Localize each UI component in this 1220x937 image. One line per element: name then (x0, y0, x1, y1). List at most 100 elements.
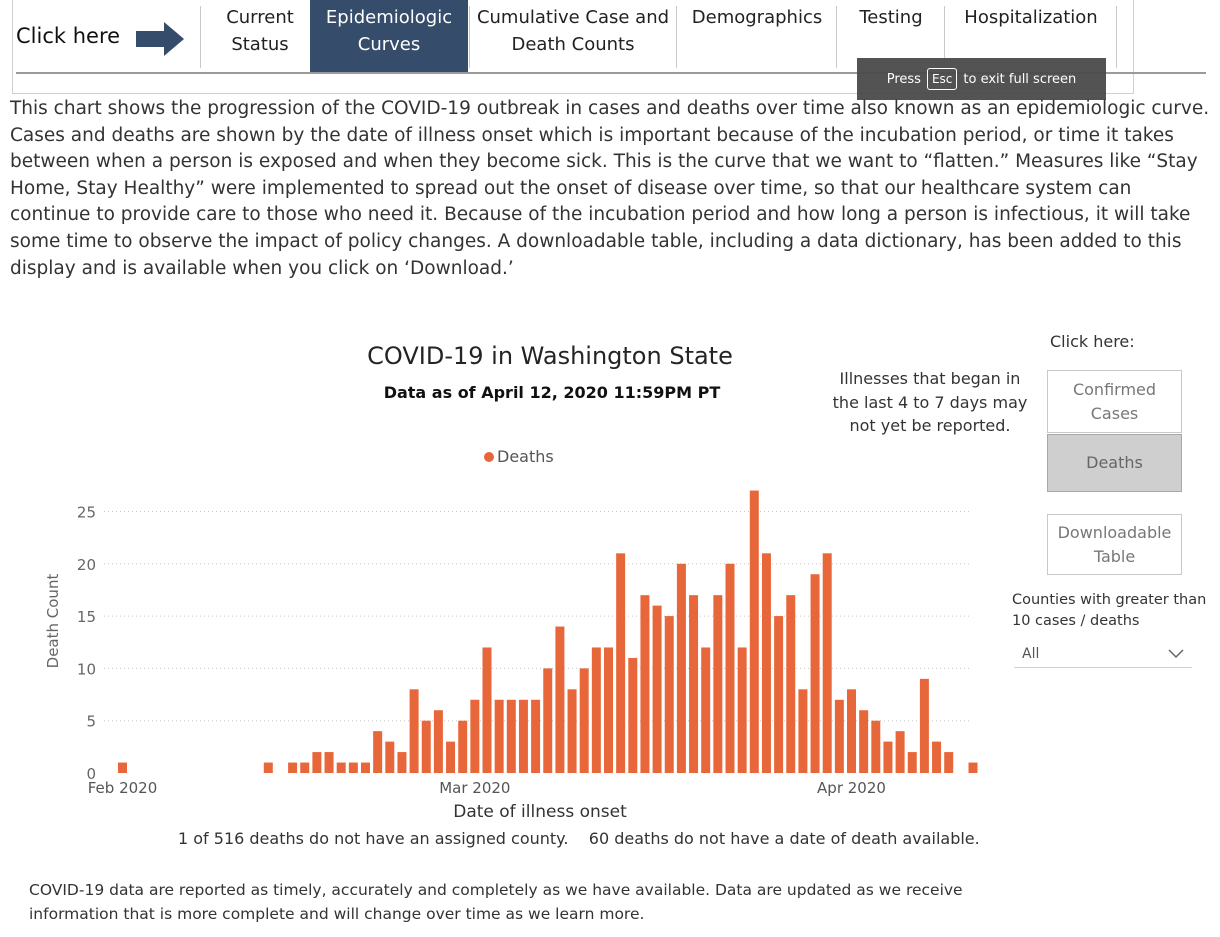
confirmed-cases-button[interactable]: Confirmed Cases (1047, 370, 1182, 433)
death-bar (324, 752, 334, 773)
deaths-bar-chart: 0 5 10 15 20 25 Feb 2020 Mar 2020 Apr 2020 (77, 490, 978, 797)
death-bar (701, 647, 711, 773)
death-bar (798, 689, 808, 773)
footnote-county: 1 of 516 deaths do not have an assigned … (178, 829, 569, 848)
panel-label: Click here: (1050, 332, 1135, 351)
death-bar (494, 699, 504, 773)
toast-rest-text: to exit full screen (963, 71, 1077, 87)
death-bar (871, 720, 881, 773)
death-bar (628, 657, 638, 773)
x-tick-label: Feb 2020 (88, 779, 158, 797)
tab-current-status[interactable]: Current Status (226, 7, 294, 55)
right-arrow-icon (136, 22, 184, 56)
death-bar (822, 553, 832, 773)
death-bar (385, 741, 395, 773)
death-bar (312, 752, 322, 773)
legend-marker (484, 451, 494, 462)
death-bar (555, 626, 565, 773)
death-bar (409, 689, 419, 773)
tab-cumulative-counts[interactable]: Cumulative Case and Death Counts (476, 7, 670, 55)
death-bar (616, 553, 626, 773)
death-bar (713, 595, 723, 773)
death-bar (786, 595, 796, 773)
county-filter-value: All (1022, 645, 1040, 662)
death-bar (895, 731, 905, 773)
death-bar (531, 699, 541, 773)
death-bar (932, 741, 942, 773)
death-bar (288, 762, 298, 773)
y-tick-label: 25 (77, 503, 96, 521)
y-tick-label: 10 (77, 660, 96, 678)
chart-subtitle: Data as of April 12, 2020 11:59PM PT (383, 383, 721, 402)
tab-epidemiologic-curves[interactable]: Epidemiologic Curves (310, 0, 468, 72)
click-here-label: Click here (16, 24, 121, 48)
death-bar (907, 752, 917, 773)
nav-underline (16, 72, 1206, 74)
death-bar (567, 689, 577, 773)
county-filter-label: Counties with greater than 10 cases / de… (1012, 592, 1207, 629)
death-bar (883, 741, 893, 773)
death-bar (725, 563, 735, 773)
fullscreen-toast: Press Esc to exit full screen (857, 58, 1106, 100)
death-bar (579, 668, 589, 773)
x-tick-label: Apr 2020 (817, 779, 886, 797)
death-bar (470, 699, 480, 773)
esc-key-badge: Esc (926, 68, 958, 90)
tab-divider (676, 6, 677, 68)
intro-paragraph: This chart shows the progression of the … (10, 98, 1210, 279)
death-bar (749, 490, 759, 773)
death-bar (919, 678, 929, 773)
legend-label: Deaths (497, 447, 554, 466)
death-bar (689, 595, 699, 773)
death-bar (810, 574, 820, 773)
death-bar (263, 762, 273, 773)
chart-title: COVID-19 in Washington State (367, 342, 733, 370)
death-bar (348, 762, 358, 773)
death-bar (944, 752, 954, 773)
tab-divider (944, 6, 945, 68)
reporting-lag-note: Illnesses that began in the last 4 to 7 … (832, 369, 1028, 435)
death-bar (640, 595, 650, 773)
death-bar (433, 710, 443, 773)
death-bar (834, 699, 844, 773)
downloadable-table-button[interactable]: Downloadable Table (1047, 514, 1182, 575)
death-bar (859, 710, 869, 773)
tab-divider (1116, 6, 1117, 68)
death-bar (397, 752, 407, 773)
death-bar (336, 762, 346, 773)
nav-frame (12, 0, 1134, 94)
death-bar (664, 616, 674, 773)
x-tick-label: Mar 2020 (439, 779, 510, 797)
death-bar (676, 563, 686, 773)
death-bar (604, 647, 613, 773)
tab-demographics[interactable]: Demographics (691, 7, 823, 28)
county-filter-dropdown[interactable]: All (1014, 640, 1192, 668)
tab-divider (200, 6, 201, 68)
death-bar (774, 616, 784, 773)
death-bar (737, 647, 747, 773)
tab-hospitalization[interactable]: Hospitalization (964, 7, 1098, 28)
x-axis-label: Date of illness onset (453, 802, 627, 822)
tab-divider (836, 6, 837, 68)
data-disclaimer: COVID-19 data are reported as timely, ac… (29, 881, 963, 923)
tab-divider (469, 6, 470, 68)
deaths-button[interactable]: Deaths (1047, 434, 1182, 492)
death-bar (482, 647, 492, 773)
death-bar (300, 762, 310, 773)
footnote-date: 60 deaths do not have a date of death av… (588, 829, 980, 848)
y-tick-label: 15 (77, 608, 96, 626)
tab-testing[interactable]: Testing (859, 7, 923, 28)
death-bar (506, 699, 516, 773)
death-bar (373, 731, 383, 773)
death-bar (968, 762, 978, 773)
y-tick-label: 0 (86, 765, 96, 783)
death-bar (652, 605, 662, 773)
death-bar (591, 647, 601, 773)
death-bar (518, 699, 528, 773)
death-bar (458, 720, 468, 773)
chart-footnote: 1 of 516 deaths do not have an assigned … (178, 829, 980, 848)
death-bar (543, 668, 553, 773)
death-bar (446, 741, 456, 773)
chart-legend[interactable]: Deaths (484, 447, 554, 466)
y-tick-label: 5 (86, 713, 96, 731)
